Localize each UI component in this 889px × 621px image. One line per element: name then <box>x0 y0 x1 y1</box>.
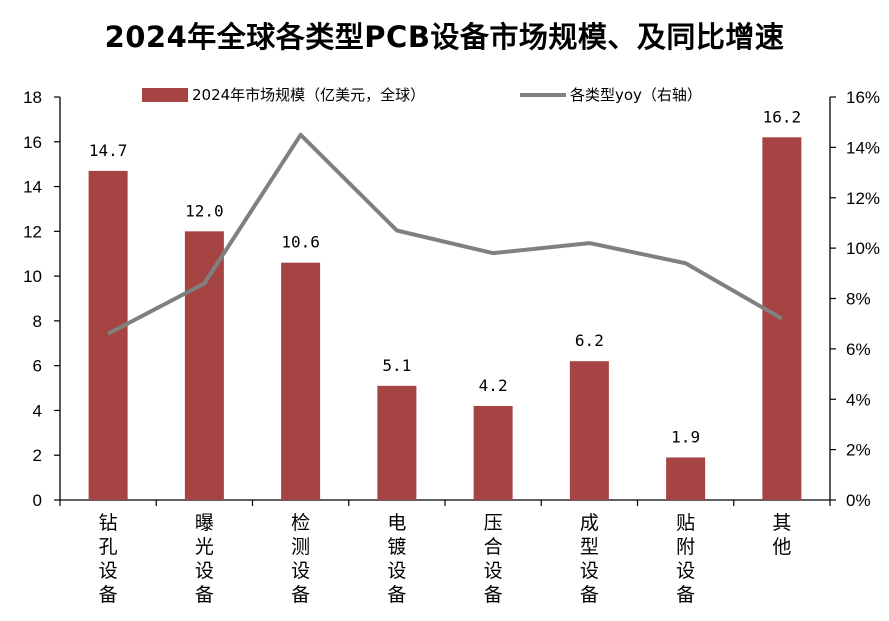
bar <box>377 385 417 500</box>
bar <box>281 262 321 500</box>
x-category-label: 型 <box>580 536 599 558</box>
right-tick-label: 14% <box>846 138 880 157</box>
left-tick-label: 0 <box>33 491 42 510</box>
yoy-line <box>107 132 783 336</box>
x-category-label: 检 <box>291 512 310 534</box>
data-labels: 14.7 12.0 10.6 5.1 4.2 6.2 1.9 16.2 <box>89 107 801 446</box>
left-tick-label: 2 <box>33 446 42 465</box>
right-tick-label: 2% <box>846 441 871 460</box>
bar-value-label: 10.6 <box>281 233 320 252</box>
bar <box>666 457 706 500</box>
x-category-label: 镀 <box>387 536 406 558</box>
x-category-label: 测 <box>291 536 310 558</box>
legend-bar-swatch <box>142 88 188 102</box>
left-tick-label: 8 <box>33 312 42 331</box>
x-category-label: 备 <box>580 584 599 606</box>
bar-value-label: 14.7 <box>89 141 128 160</box>
right-tick-label: 6% <box>846 340 871 359</box>
bar-value-label: 16.2 <box>763 107 802 126</box>
left-tick-label: 12 <box>23 222 42 241</box>
legend-bar-label: 2024年市场规模（亿美元，全球） <box>192 86 425 104</box>
bar-series <box>88 137 802 501</box>
left-tick-label: 6 <box>33 357 42 376</box>
x-category-label: 备 <box>291 584 310 606</box>
x-category-label: 贴 <box>676 512 695 534</box>
x-category-label: 光 <box>195 536 214 558</box>
x-category-label: 备 <box>195 584 214 606</box>
x-category-label: 压 <box>484 512 503 534</box>
bar <box>184 231 224 501</box>
bar-value-label: 4.2 <box>479 376 508 395</box>
left-tick-label: 18 <box>23 88 42 107</box>
bar-value-label: 5.1 <box>382 356 411 375</box>
x-category-label: 设 <box>387 560 406 582</box>
left-tick-label: 16 <box>23 133 42 152</box>
right-tick-label: 10% <box>846 239 880 258</box>
x-category-label: 他 <box>772 536 791 558</box>
line-series <box>107 132 783 336</box>
bar-value-label: 6.2 <box>575 331 604 350</box>
x-category-label: 成 <box>580 512 599 534</box>
bar <box>569 361 609 500</box>
x-category-label: 设 <box>195 560 214 582</box>
bar-value-label: 12.0 <box>185 201 224 220</box>
x-category-label: 备 <box>676 584 695 606</box>
left-tick-label: 14 <box>23 178 42 197</box>
x-category-label: 设 <box>676 560 695 582</box>
x-category-label: 设 <box>291 560 310 582</box>
x-category-label: 合 <box>484 536 503 558</box>
x-category-label: 设 <box>580 560 599 582</box>
chart-title: 2024年全球各类型PCB设备市场规模、及同比增速 <box>104 20 785 54</box>
left-tick-label: 4 <box>33 401 42 420</box>
x-category-label: 孔 <box>99 536 118 558</box>
right-tick-label: 4% <box>846 390 871 409</box>
x-category-label: 设 <box>99 560 118 582</box>
right-tick-label: 16% <box>846 88 880 107</box>
right-tick-label: 12% <box>846 189 880 208</box>
legend: 2024年市场规模（亿美元，全球） 各类型yoy（右轴） <box>142 86 702 104</box>
bar-value-label: 1.9 <box>671 427 700 446</box>
x-category-label: 备 <box>484 584 503 606</box>
x-category-label: 附 <box>676 536 695 558</box>
bar <box>762 137 802 501</box>
left-tick-label: 10 <box>23 267 42 286</box>
x-category-label: 备 <box>99 584 118 606</box>
x-category-label: 曝 <box>195 512 214 534</box>
right-tick-label: 8% <box>846 290 871 309</box>
x-category-label: 其 <box>772 512 791 534</box>
right-tick-label: 0% <box>846 491 871 510</box>
x-category-label: 备 <box>387 584 406 606</box>
axes: 0246810121416180%2%4%6%8%10%12%14%16%钻孔设… <box>23 88 880 606</box>
x-category-label: 设 <box>484 560 503 582</box>
bar <box>473 405 513 500</box>
legend-line-label: 各类型yoy（右轴） <box>570 86 702 104</box>
x-category-label: 电 <box>387 512 406 534</box>
bar <box>88 170 128 500</box>
x-category-label: 钻 <box>99 512 118 534</box>
